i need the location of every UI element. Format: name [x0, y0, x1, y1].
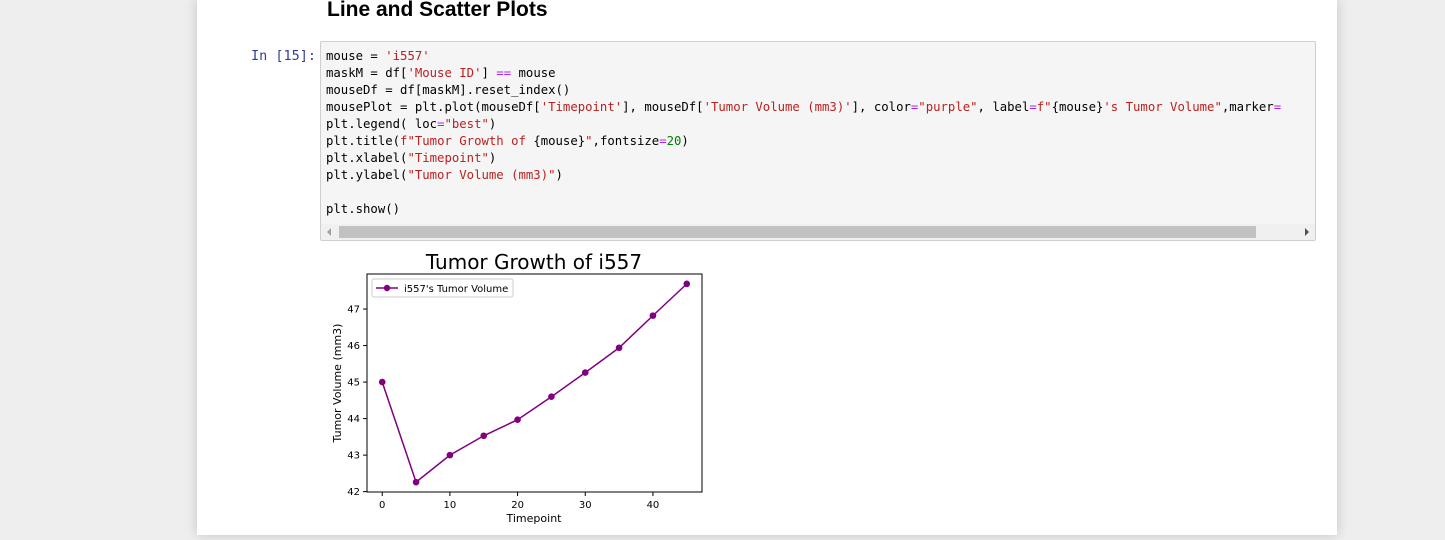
- x-tick-label: 40: [647, 500, 660, 511]
- code-token: ): [555, 168, 563, 182]
- x-axis: 0 10 20 30 40: [379, 492, 659, 511]
- code-line: [326, 184, 1281, 201]
- code-token: =: [910, 100, 919, 114]
- data-point: [446, 451, 454, 459]
- y-tick-label: 47: [347, 305, 360, 316]
- code-token: =: [1273, 100, 1282, 114]
- chart-title: Tumor Growth of i557: [425, 250, 642, 274]
- tumor-growth-chart: Tumor Growth of i557 0 10 20 30 40 424344454…: [331, 250, 703, 525]
- y-tick-label: 42: [347, 487, 360, 498]
- code-token: "purple": [918, 100, 978, 114]
- cell-prompt: In [15]:: [250, 48, 316, 64]
- code-token: 'i557': [385, 49, 430, 63]
- cell-output: Tumor Growth of i557 0 10 20 30 40 42 43 44 45 4…: [320, 246, 720, 535]
- data-point: [615, 344, 623, 352]
- code-token: ): [488, 117, 497, 131]
- data-point: [480, 432, 488, 440]
- scroll-left-icon[interactable]: [327, 228, 331, 236]
- code-editor[interactable]: mouse = 'i557' maskM = df['Mouse ID'] == …: [326, 48, 1281, 218]
- code-line: mousePlot = plt.plot(mouseDf['Timepoint'…: [326, 99, 1281, 116]
- code-token: plt.title(: [326, 134, 401, 148]
- code-token: mouse =: [326, 49, 386, 63]
- code-token: 'Tumor Volume (mm3)': [703, 100, 852, 114]
- code-line: plt.show(): [326, 201, 1281, 218]
- legend-label: i557's Tumor Volume: [404, 284, 508, 295]
- code-token: {mouse}: [1051, 100, 1104, 114]
- code-token: ], mouseDf[: [622, 100, 704, 114]
- code-token: =: [437, 117, 445, 131]
- section-heading: Line and Scatter Plots: [327, 0, 548, 21]
- x-tick-label: 0: [379, 500, 385, 511]
- y-tick-label: 46: [347, 341, 360, 352]
- code-token: f": [1036, 100, 1052, 114]
- y-tick-label: 45: [347, 378, 360, 389]
- code-token: "best": [444, 117, 489, 131]
- code-token: plt.xlabel(: [326, 151, 408, 165]
- code-token: , label: [977, 100, 1030, 114]
- data-point: [412, 478, 420, 486]
- code-token: ,marker: [1221, 100, 1274, 114]
- code-token: plt.legend( loc: [326, 117, 438, 131]
- data-point: [548, 393, 555, 400]
- code-token: 20: [666, 134, 682, 148]
- code-line: plt.xlabel("Timepoint"): [326, 150, 1281, 167]
- scrollbar-thumb[interactable]: [339, 226, 1256, 238]
- plot-area: [366, 273, 703, 493]
- code-token: ==: [496, 66, 512, 80]
- data-point: [683, 280, 691, 288]
- code-token: 's Tumor Volume": [1103, 100, 1222, 114]
- x-tick-label: 30: [579, 500, 592, 511]
- data-point: [378, 378, 386, 386]
- code-line: plt.title(f"Tumor Growth of {mouse}",fon…: [326, 133, 1281, 150]
- code-token: ,fontsize: [592, 134, 660, 148]
- x-tick-label: 20: [511, 500, 524, 511]
- legend-marker: [383, 284, 391, 292]
- code-token: "Tumor Volume (mm3)": [407, 168, 556, 182]
- series-line: [381, 283, 688, 484]
- code-token: plt.show(): [326, 202, 401, 216]
- y-tick-label: 43: [347, 451, 360, 462]
- code-token: {mouse}: [533, 134, 586, 148]
- y-tick-label: 44: [347, 414, 360, 425]
- code-line: mouseDf = df[maskM].reset_index(): [326, 82, 1281, 99]
- horizontal-scrollbar[interactable]: [321, 224, 1315, 240]
- code-token: =: [1029, 100, 1037, 114]
- code-token: ], color: [851, 100, 911, 114]
- y-axis-label: Tumor Volume (mm3): [331, 324, 344, 444]
- code-token: ): [681, 134, 689, 148]
- code-cell[interactable]: mouse = 'i557' maskM = df['Mouse ID'] == …: [320, 41, 1316, 241]
- data-point: [649, 312, 657, 319]
- code-token: mouse: [511, 66, 556, 80]
- series-layer: [378, 280, 691, 486]
- x-axis-label: Timepoint: [506, 512, 563, 525]
- code-token: maskM = df[: [326, 66, 408, 80]
- x-tick-label: 10: [444, 500, 457, 511]
- y-axis: 42 43 44 45 46 47: [347, 305, 367, 498]
- data-point: [581, 369, 589, 376]
- code-line: plt.ylabel("Tumor Volume (mm3)"): [326, 167, 1281, 184]
- scroll-right-icon[interactable]: [1305, 228, 1309, 236]
- data-point: [514, 416, 521, 423]
- code-token: mousePlot = plt.plot(mouseDf[: [326, 100, 541, 114]
- code-token: ]: [481, 66, 497, 80]
- code-line: maskM = df['Mouse ID'] == mouse: [326, 65, 1281, 82]
- code-token: f"Tumor Growth of: [400, 134, 534, 148]
- code-line: plt.legend( loc="best"): [326, 116, 1281, 133]
- code-token: 'Mouse ID': [407, 66, 482, 80]
- code-token: "Timepoint": [407, 151, 489, 165]
- code-token: mouseDf = df[maskM].reset_index(): [326, 83, 571, 97]
- code-token: =: [659, 134, 667, 148]
- code-line: mouse = 'i557': [326, 48, 1281, 65]
- legend-box: [371, 278, 514, 298]
- code-token: 'Timepoint': [540, 100, 623, 114]
- code-token: ): [488, 151, 497, 165]
- legend: i557's Tumor Volume: [371, 278, 514, 298]
- code-token: plt.ylabel(: [326, 168, 408, 182]
- code-token: ": [585, 134, 593, 148]
